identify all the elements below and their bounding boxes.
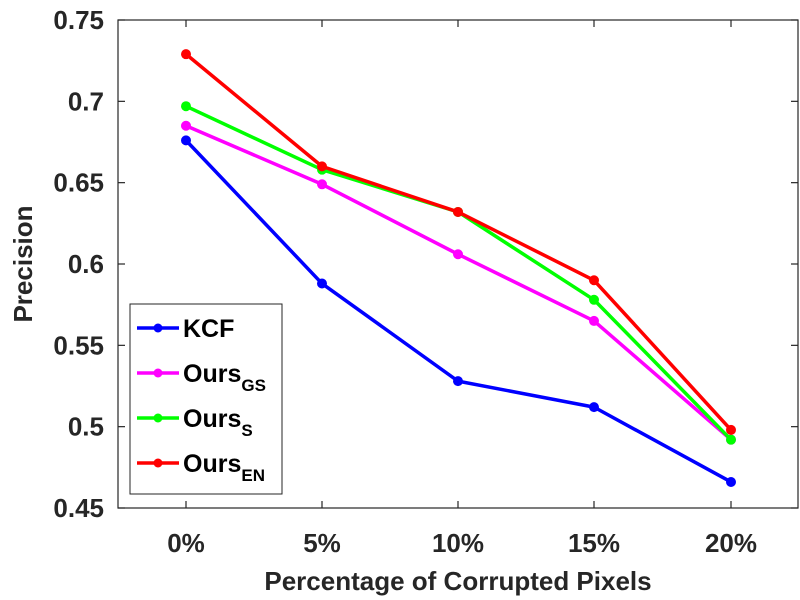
- y-axis-title: Precision: [8, 205, 38, 322]
- data-point: [589, 294, 599, 305]
- x-tick-label: 15%: [568, 528, 620, 558]
- data-point: [726, 476, 736, 487]
- y-tick-label: 0.65: [53, 168, 104, 198]
- x-tick-label: 20%: [705, 528, 757, 558]
- data-point: [181, 135, 191, 146]
- x-tick-label: 5%: [303, 528, 341, 558]
- data-point: [453, 376, 463, 387]
- data-point: [453, 249, 463, 260]
- y-tick-label: 0.5: [68, 412, 104, 442]
- y-tick-label: 0.45: [53, 493, 104, 523]
- data-point: [453, 206, 463, 217]
- y-tick-label: 0.75: [53, 5, 104, 35]
- data-point: [317, 278, 327, 289]
- data-point: [181, 101, 191, 112]
- series-ours-en: [181, 49, 736, 435]
- legend-marker: [153, 368, 163, 378]
- series-layer: [181, 49, 736, 487]
- data-point: [317, 161, 327, 172]
- data-point: [181, 120, 191, 131]
- legend-label: KCF: [183, 315, 234, 343]
- data-point: [726, 424, 736, 435]
- data-point: [589, 402, 599, 413]
- x-axis: 0% 5% 10% 15% 20%: [167, 20, 757, 558]
- x-axis-title: Percentage of Corrupted Pixels: [264, 566, 651, 596]
- y-tick-label: 0.55: [53, 330, 104, 360]
- data-point: [726, 434, 736, 445]
- y-axis: 0.45 0.5 0.55 0.6 0.65 0.7 0.75: [53, 5, 798, 523]
- legend: KCF OursGS OursS OursEN: [129, 303, 283, 495]
- x-tick-label: 10%: [432, 528, 484, 558]
- legend-marker: [153, 458, 163, 468]
- legend-label: OursGS: [183, 360, 266, 395]
- y-tick-label: 0.6: [68, 249, 104, 279]
- y-tick-label: 0.7: [68, 86, 104, 116]
- legend-marker: [153, 323, 163, 333]
- x-tick-label: 0%: [167, 528, 205, 558]
- data-point: [589, 315, 599, 326]
- legend-marker: [153, 413, 163, 423]
- legend-label: OursEN: [183, 450, 265, 485]
- data-point: [181, 49, 191, 60]
- data-point: [589, 275, 599, 286]
- series-kcf: [181, 135, 736, 487]
- legend-label: OursS: [183, 405, 253, 440]
- data-point: [317, 179, 327, 190]
